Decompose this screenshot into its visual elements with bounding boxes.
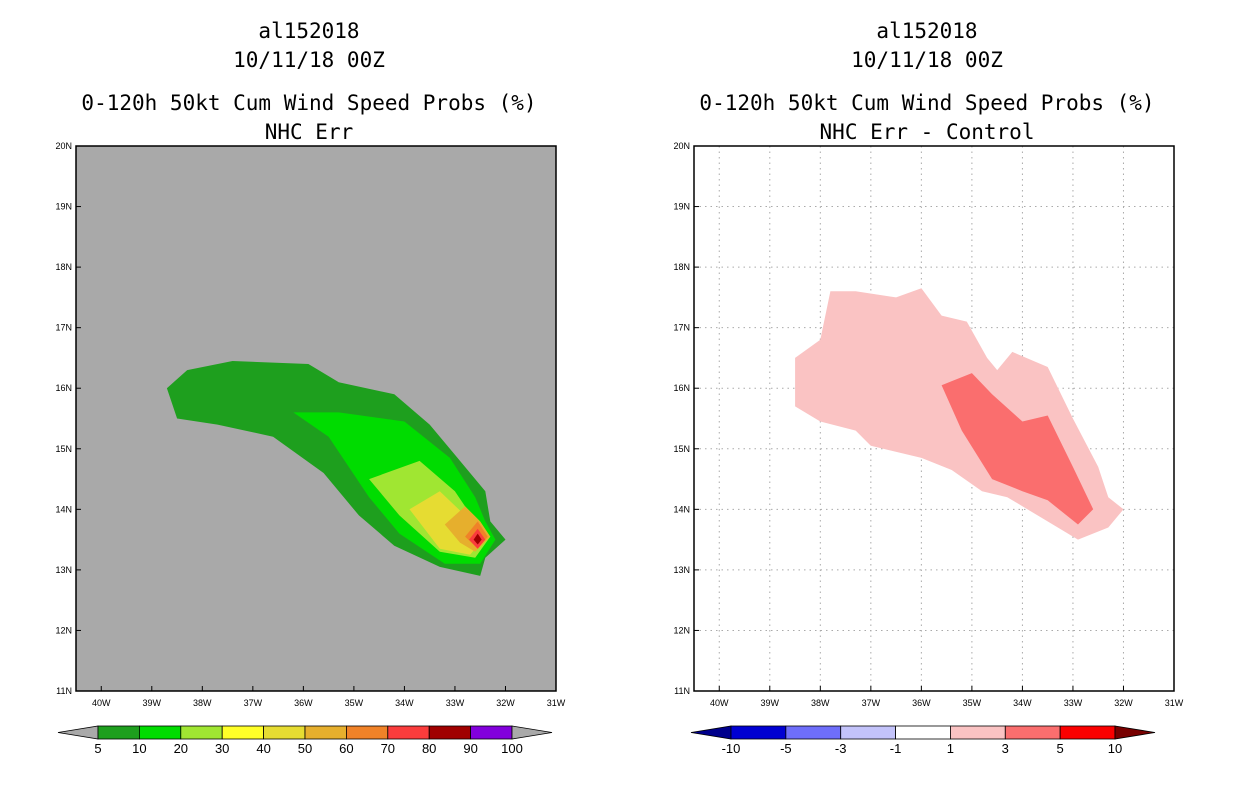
colorbar-swatch — [428, 725, 472, 740]
chart-title-line: NHC Err — [265, 120, 354, 144]
map-panel-2: al152018 10/11/18 00Z 0-120h 50kt Cum Wind… — [673, 19, 1183, 756]
x-tick-label: 40W — [92, 698, 111, 708]
colorbar-label: 5 — [1057, 741, 1064, 756]
colorbar-label: 10 — [1108, 741, 1122, 756]
plot-frame — [693, 145, 1175, 692]
y-tick-label: 18N — [55, 262, 72, 272]
chart-title-line: NHC Err - Control — [820, 120, 1035, 144]
colorbar-label: 50 — [298, 741, 312, 756]
chart-title-line: 0-120h 50kt Cum Wind Speed Probs (%) — [81, 91, 536, 115]
y-tick-label: 14N — [55, 504, 72, 514]
colorbar-swatch — [345, 725, 389, 740]
colorbar-swatch — [97, 725, 140, 740]
y-tick-label: 19N — [673, 202, 690, 212]
plot-frame — [75, 145, 557, 692]
colorbar-label: -3 — [835, 741, 847, 756]
y-tick-label: 12N — [673, 625, 690, 635]
colorbar-swatch — [138, 725, 182, 740]
x-tick-label: 40W — [710, 698, 729, 708]
colorbar-swatch — [387, 725, 430, 740]
colorbar-swatch — [840, 725, 896, 740]
map-panel-1: al152018 10/11/18 00Z 0-120h 50kt Cum Wind… — [55, 19, 565, 756]
colorbar-over-arrow — [1114, 725, 1156, 740]
colorbar-label: -5 — [780, 741, 792, 756]
colorbar-swatch — [263, 725, 306, 740]
colorbar-label: 5 — [94, 741, 101, 756]
colorbar-swatch — [785, 725, 842, 740]
colorbar-swatch — [950, 725, 1006, 740]
chart-title-line: 10/11/18 00Z — [851, 48, 1003, 72]
x-tick-label: 34W — [1013, 698, 1032, 708]
colorbar-label: 3 — [1002, 741, 1009, 756]
x-tick-label: 33W — [1064, 698, 1083, 708]
y-tick-label: 18N — [673, 262, 690, 272]
y-tick-label: 19N — [55, 202, 72, 212]
x-tick-label: 38W — [811, 698, 830, 708]
colorbar-label: -1 — [890, 741, 902, 756]
y-tick-label: 15N — [55, 444, 72, 454]
colorbar-label: 30 — [215, 741, 229, 756]
x-tick-label: 39W — [761, 698, 780, 708]
y-tick-label: 20N — [673, 141, 690, 151]
colorbar-swatch — [470, 725, 513, 740]
colorbar-label: 60 — [339, 741, 353, 756]
colorbar-label: -10 — [722, 741, 741, 756]
colorbar-label: 80 — [422, 741, 436, 756]
y-tick-label: 12N — [55, 625, 72, 635]
colorbar-swatch — [221, 725, 264, 740]
colorbar-label: 10 — [132, 741, 146, 756]
x-tick-label: 37W — [862, 698, 881, 708]
y-tick-label: 14N — [673, 504, 690, 514]
colorbar-over-arrow — [511, 725, 553, 740]
contour-fill-80 — [473, 533, 482, 545]
y-tick-label: 13N — [673, 565, 690, 575]
x-tick-label: 37W — [244, 698, 263, 708]
colorbar-swatch — [895, 725, 951, 740]
y-tick-label: 17N — [673, 323, 690, 333]
y-tick-label: 11N — [674, 686, 690, 696]
colorbar-swatch — [730, 725, 787, 740]
y-tick-label: 15N — [673, 444, 690, 454]
y-tick-label: 20N — [55, 141, 72, 151]
colorbar-label: 40 — [256, 741, 270, 756]
chart-title-line: al152018 — [876, 19, 977, 43]
x-tick-label: 36W — [912, 698, 931, 708]
x-tick-label: 34W — [395, 698, 414, 708]
x-tick-label: 35W — [963, 698, 982, 708]
x-tick-label: 39W — [143, 698, 162, 708]
colorbar-swatch — [1059, 725, 1116, 740]
x-tick-label: 32W — [496, 698, 515, 708]
colorbar-swatch — [180, 725, 223, 740]
colorbar-label: 70 — [381, 741, 395, 756]
colorbar-under-arrow — [690, 725, 732, 740]
colorbar-label: 100 — [501, 741, 523, 756]
x-tick-label: 31W — [1165, 698, 1184, 708]
colorbar-label: 1 — [947, 741, 954, 756]
colorbar-swatch — [1004, 725, 1061, 740]
contour-fill-3 — [941, 373, 1094, 525]
x-tick-label: 36W — [294, 698, 313, 708]
x-tick-label: 35W — [345, 698, 364, 708]
y-tick-label: 11N — [56, 686, 72, 696]
y-tick-label: 16N — [55, 383, 72, 393]
colorbar-under-arrow — [57, 725, 99, 740]
y-tick-label: 13N — [55, 565, 72, 575]
colorbar-swatch — [304, 725, 347, 740]
chart-title-line: 0-120h 50kt Cum Wind Speed Probs (%) — [699, 91, 1154, 115]
x-tick-label: 31W — [547, 698, 566, 708]
x-tick-label: 38W — [193, 698, 212, 708]
y-tick-label: 17N — [55, 323, 72, 333]
x-tick-label: 33W — [446, 698, 465, 708]
chart-title-line: 10/11/18 00Z — [233, 48, 385, 72]
colorbar-label: 20 — [174, 741, 188, 756]
chart-title-line: al152018 — [258, 19, 359, 43]
y-tick-label: 16N — [673, 383, 690, 393]
colorbar-label: 90 — [463, 741, 477, 756]
x-tick-label: 32W — [1114, 698, 1133, 708]
